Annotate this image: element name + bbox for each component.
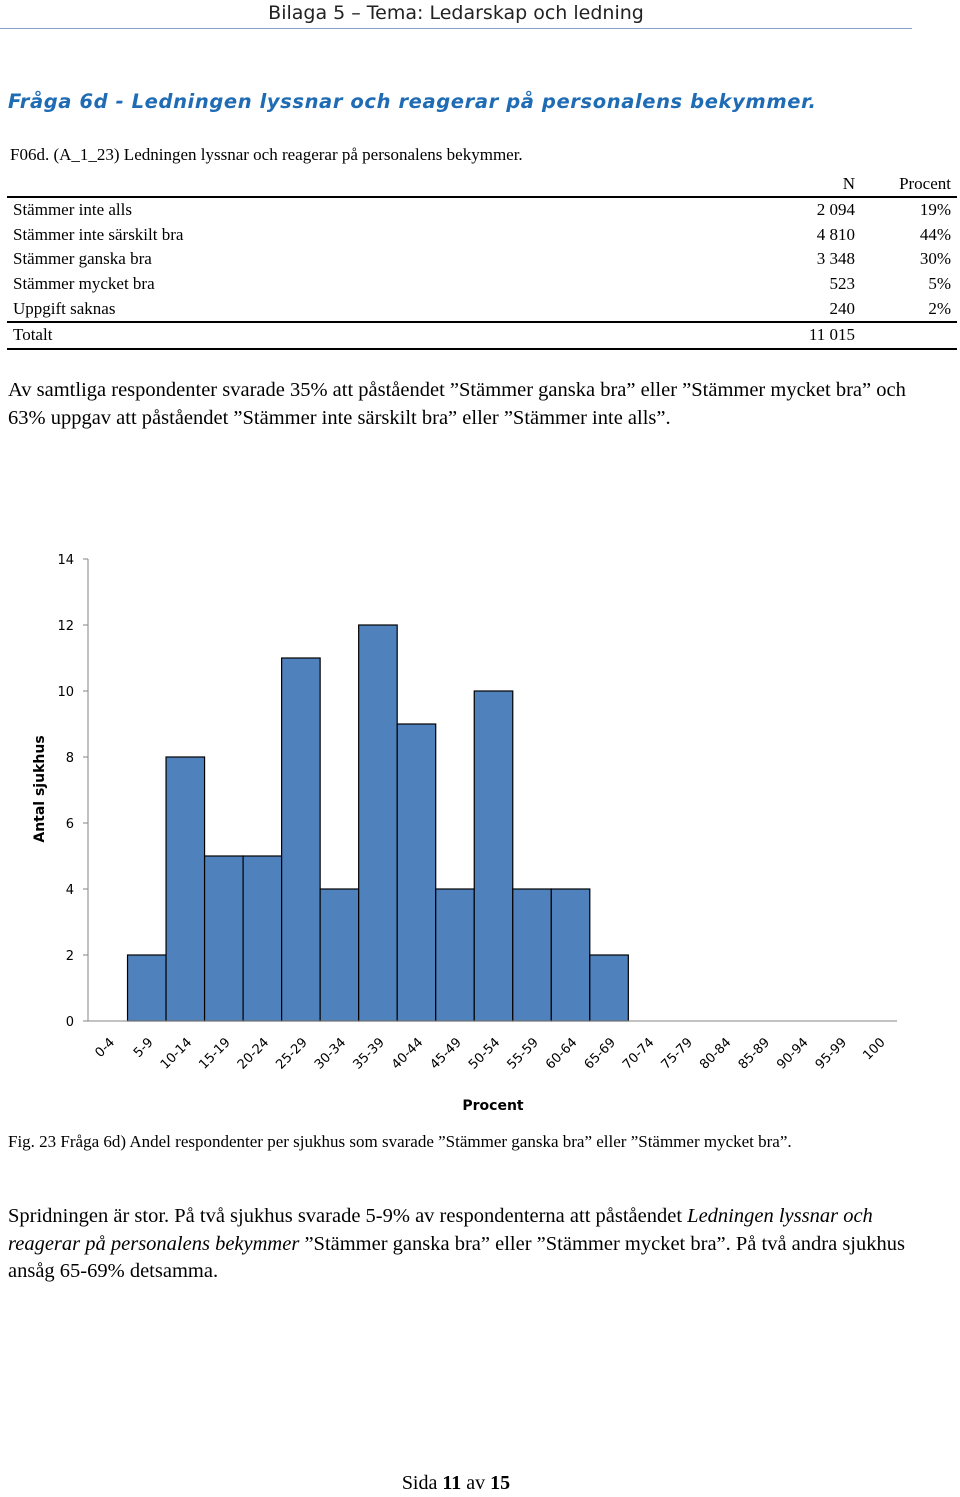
bar-45-49 [435,888,475,1022]
y-tick-label: 10 [57,685,74,700]
table-row: Stämmer mycket bra 523 5% [7,272,957,297]
table-header-n: N [842,174,855,193]
x-tick-label: 70-74 [620,1035,657,1072]
x-tick-label: 95-99 [813,1035,850,1072]
row-percent: 5% [928,274,951,294]
footer-page-total: 15 [490,1472,511,1494]
row-label: Stämmer mycket bra [13,274,155,294]
bar-10-14 [165,756,206,1022]
summary-paragraph: Av samtliga respondenter svarade 35% att… [8,379,906,429]
page-header-title: Bilaga 5 – Tema: Ledarskap och ledning [268,2,644,24]
bar-60-64 [550,888,591,1022]
y-tick-label: 6 [66,817,74,832]
row-n: 2 094 [816,200,855,220]
x-tick-label: 75-79 [659,1035,696,1072]
table-row: Uppgift saknas 240 2% [7,296,957,322]
x-tick-label: 0-4 [92,1035,118,1061]
row-n: 240 [829,298,856,318]
x-tick-label: 55-59 [505,1035,542,1072]
footer-prefix: Sida [401,1472,443,1494]
closing-text-part1: Spridningen är stor. På två sjukhus svar… [8,1205,688,1227]
section-heading: Fråga 6d - Ledningen lyssnar och reagera… [8,90,817,113]
row-percent: 30% [919,249,951,269]
x-tick-label: 50-54 [466,1035,503,1072]
y-tick-label: 8 [66,751,74,766]
x-tick-label: 5-9 [131,1035,157,1061]
x-tick-label: 25-29 [273,1035,310,1072]
results-table: N Procent Stämmer inte alls 2 094 19% St… [7,172,957,350]
row-label: Stämmer ganska bra [13,249,152,269]
table-total-row: Totalt 11 015 [7,321,957,349]
x-tick-label: 100 [860,1035,888,1063]
bar-65-69 [589,954,629,1022]
bar-40-44 [396,723,437,1022]
row-n: 3 348 [816,249,855,269]
footer-middle: av [461,1472,491,1494]
x-tick-label: 65-69 [582,1035,619,1072]
page-footer: Sida 11 av 15 [0,1472,912,1495]
total-percent [861,322,957,349]
closing-text-italic: Ledningen lyssnar och reagerar på person… [8,1205,873,1255]
y-axis: 0 2 4 6 8 10 12 14 [57,553,89,1030]
closing-paragraph: Spridningen är stor. På två sjukhus svar… [8,1203,918,1286]
bars [126,624,629,1022]
closing-text-part2: ”Stämmer ganska bra” eller ”Stämmer myck… [8,1232,905,1283]
x-tick-label: 85-89 [736,1035,773,1072]
bar-25-29 [281,657,321,1022]
bar-30-34 [319,888,360,1022]
y-tick-label: 4 [66,883,74,898]
x-tick-label: 60-64 [543,1035,580,1072]
table-header-percent: Procent [899,174,951,193]
figure-caption: Fig. 23 Fråga 6d) Andel respondenter per… [8,1132,792,1151]
y-tick-label: 2 [66,949,74,964]
x-axis-label: Procent [462,1098,524,1114]
row-percent: 44% [919,224,951,244]
x-tick-label: 45-49 [427,1035,464,1072]
row-percent: 19% [919,200,951,220]
y-tick-label: 14 [57,553,74,568]
table-header-row: N Procent [7,172,957,197]
table-header-label [7,172,659,197]
total-n: 11 015 [808,325,855,345]
row-label: Stämmer inte särskilt bra [13,224,184,244]
x-tick-label: 10-14 [158,1035,195,1072]
footer-page-number: 11 [442,1472,462,1494]
bar-20-24 [242,855,283,1022]
x-tick-label: 15-19 [196,1035,233,1072]
histogram-chart: 0 2 4 6 8 10 12 14 0-4 5-9 10-14 15-19 20-24 25-29 30… [32,553,897,1114]
header-divider [0,28,912,29]
x-tick-label: 80-84 [697,1035,734,1072]
x-tick-label: 40-44 [389,1035,426,1072]
row-label: Uppgift saknas [13,298,116,318]
total-label: Totalt [13,325,53,345]
table-caption: F06d. (A_1_23) Ledningen lyssnar och rea… [10,145,523,164]
x-axis: 0-4 5-9 10-14 15-19 20-24 25-29 30-34 35-39 40-4… [88,1020,897,1073]
y-tick-label: 0 [66,1015,74,1030]
bar-50-54 [473,690,514,1022]
y-axis-label: Antal sjukhus [32,735,48,842]
table-row: Stämmer inte alls 2 094 19% [7,197,957,223]
row-n: 4 810 [816,224,855,244]
bar-35-39 [358,624,398,1022]
bar-15-19 [203,855,244,1022]
bar-55-59 [512,888,552,1022]
row-label: Stämmer inte alls [13,200,132,220]
x-tick-label: 35-39 [350,1035,387,1072]
x-tick-label: 90-94 [774,1035,811,1072]
bar-5-9 [126,954,167,1022]
row-n: 523 [829,274,856,294]
table-row: Stämmer ganska bra 3 348 30% [7,247,957,272]
row-percent: 2% [928,298,951,318]
x-tick-label: 20-24 [235,1035,272,1072]
table-row: Stämmer inte särskilt bra 4 810 44% [7,223,957,248]
y-tick-label: 12 [57,619,74,634]
x-tick-label: 30-34 [312,1035,349,1072]
